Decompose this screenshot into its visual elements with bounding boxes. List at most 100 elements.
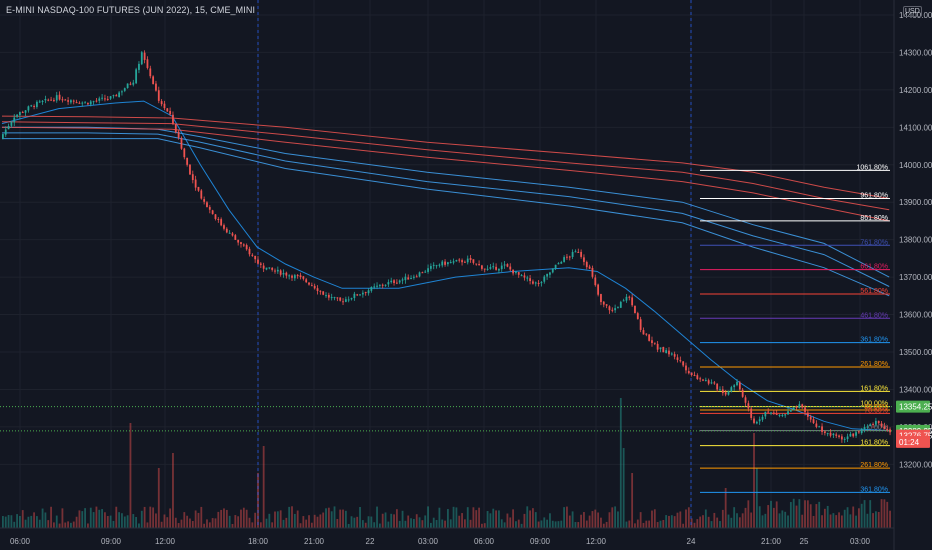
volume-bar [364, 522, 367, 528]
volume-bar [248, 517, 251, 528]
candle-body [135, 69, 138, 84]
volume-bar [21, 510, 24, 528]
volume-bar [220, 509, 223, 528]
volume-bar [452, 506, 455, 528]
volume-bar [282, 519, 285, 528]
volume-bar [245, 509, 248, 528]
volume-bar [534, 512, 537, 528]
candle-body [149, 68, 152, 77]
volume-bar [645, 520, 648, 528]
volume-bar [296, 510, 299, 528]
candle-body [775, 414, 778, 416]
volume-bar [585, 520, 588, 528]
candle-body [710, 382, 713, 384]
candle-body [676, 357, 679, 360]
candle-body [81, 102, 84, 104]
candle-body [172, 114, 174, 124]
candle-body [857, 431, 860, 433]
candle-body [611, 309, 614, 311]
candle-body [481, 265, 483, 269]
volume-bar [846, 507, 849, 528]
candle-body [789, 409, 792, 412]
candle-body [659, 347, 662, 350]
volume-bar [690, 518, 693, 528]
candle-body [764, 411, 767, 417]
time-tick-label: 18:00 [248, 537, 269, 546]
volume-bar [682, 523, 685, 528]
candle-body [347, 299, 350, 301]
currency-badge[interactable]: USD [903, 6, 922, 17]
candle-body [577, 251, 580, 253]
candle-body [719, 389, 721, 391]
time-tick-label: 21:00 [761, 537, 782, 546]
volume-bar [231, 523, 234, 528]
candle-body [19, 112, 21, 116]
candle-body [498, 268, 500, 271]
candle-body [554, 264, 557, 269]
volume-bar [461, 513, 463, 528]
volume-bar [608, 512, 611, 528]
volume-bar [753, 433, 755, 528]
volume-bar [855, 515, 857, 528]
volume-bar [302, 516, 305, 528]
candle-body [174, 124, 177, 133]
volume-bar [333, 506, 336, 528]
volume-bar [330, 511, 333, 528]
volume-bar [758, 506, 761, 528]
volume-bar [801, 514, 804, 528]
volume-bar [503, 522, 506, 528]
candle-body [288, 275, 291, 277]
volume-bar [874, 511, 877, 528]
candle-body [106, 98, 109, 100]
volume-bar [653, 509, 656, 528]
candle-body [21, 112, 24, 114]
volume-bar [741, 513, 744, 528]
candle-body [832, 433, 835, 436]
time-tick-label: 12:00 [586, 537, 607, 546]
candle-body [376, 285, 378, 287]
candle-body [194, 179, 197, 188]
candle-body [557, 263, 560, 265]
volume-bar [157, 468, 160, 528]
volume-bar [254, 512, 257, 528]
price-tick-label: 13400.00 [899, 385, 932, 394]
candle-body [682, 361, 685, 366]
volume-bar [121, 513, 123, 528]
candle-body [713, 382, 716, 384]
candle-body [381, 284, 384, 286]
volume-bar [693, 522, 696, 528]
fib-level-label: 961.80% [860, 192, 888, 199]
candle-body [452, 261, 455, 263]
price-tick-label: 14000.00 [899, 161, 932, 170]
time-tick-label: 06:00 [10, 537, 31, 546]
volume-bar [4, 516, 7, 528]
candle-body [869, 424, 872, 427]
candle-body [67, 100, 69, 102]
volume-bar [764, 513, 767, 528]
candle-body [750, 408, 753, 418]
candle-body [815, 423, 818, 427]
volume-bar [668, 515, 670, 528]
volume-bar [704, 509, 707, 528]
candle-body [580, 251, 583, 257]
candle-body [486, 268, 489, 270]
volume-bar [778, 513, 781, 528]
volume-bar [106, 516, 109, 528]
volume-bar [489, 513, 492, 528]
price-tick-label: 13200.00 [899, 460, 932, 469]
candle-body [447, 262, 449, 265]
volume-bar [189, 518, 191, 528]
candle-body [248, 248, 251, 255]
volume-bar [506, 513, 509, 528]
candle-body [197, 186, 200, 191]
volume-bar [529, 510, 531, 528]
candle-body [492, 266, 495, 268]
fib-level-label: 561.80% [860, 288, 888, 295]
candle-body [41, 100, 44, 103]
candle-body [163, 103, 166, 109]
volume-bar [180, 519, 183, 528]
volume-bar [843, 509, 846, 528]
